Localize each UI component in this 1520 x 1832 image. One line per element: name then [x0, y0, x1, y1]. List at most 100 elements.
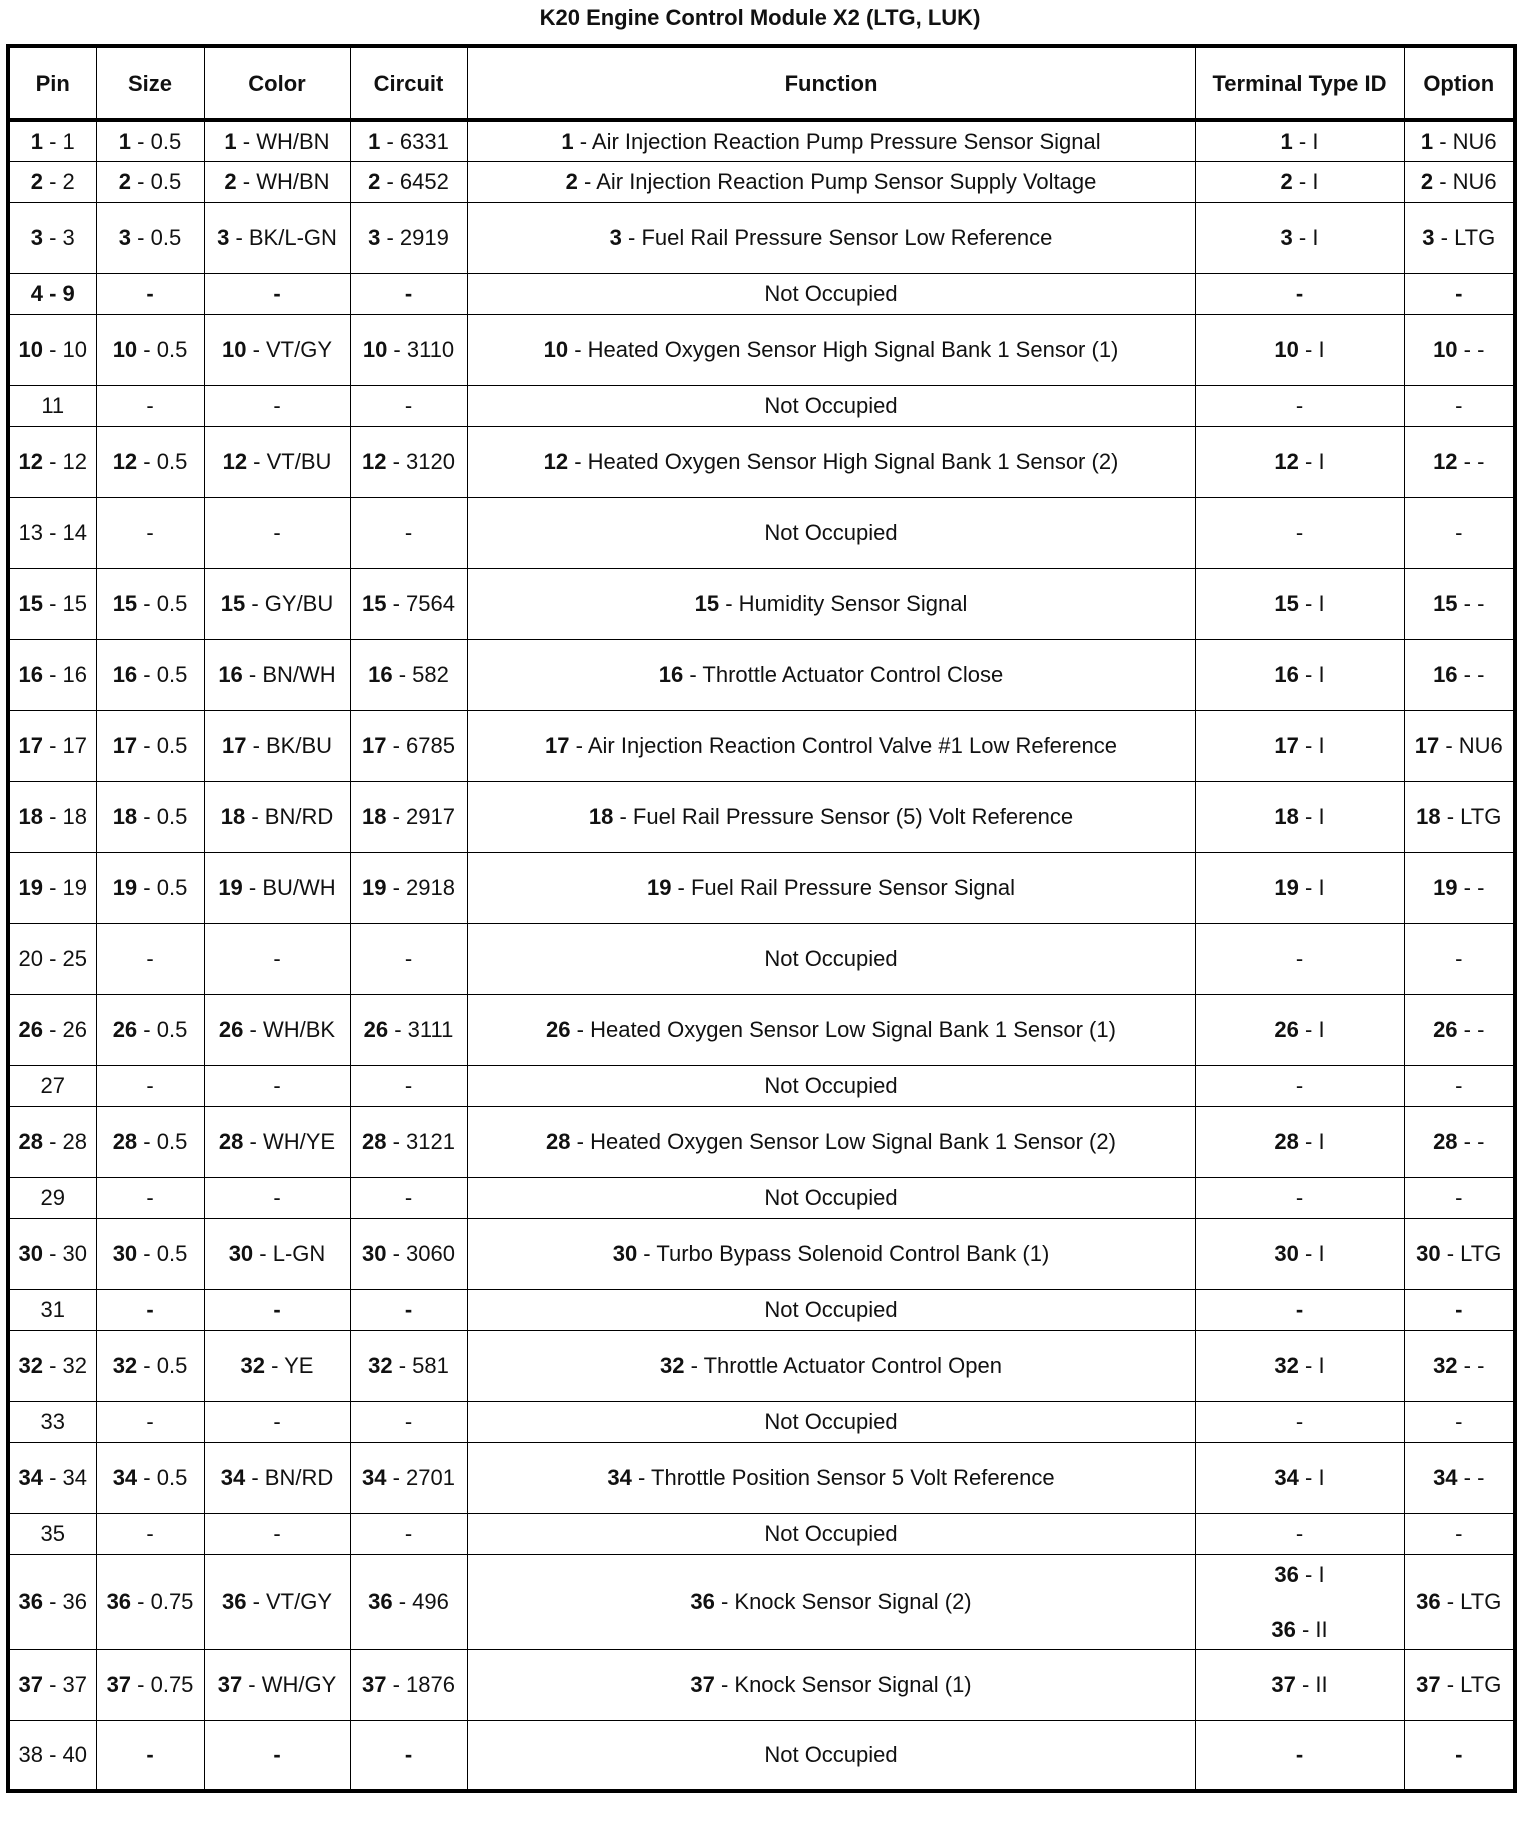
cell-number: 16 [112, 662, 138, 687]
cell-text: - 37 [42, 1672, 87, 1697]
cell-text: - LTG [1440, 1589, 1502, 1614]
cell-text: Not Occupied [764, 1297, 898, 1322]
cell-pin: 37 - 37 [7, 1648, 97, 1721]
cell-number: 28 [362, 1129, 387, 1154]
cell-color: 18 - BN/RD [203, 780, 351, 853]
cell-text: - 6785 [386, 733, 455, 758]
cell-size: 19 - 0.5 [95, 851, 205, 924]
cell-number: 1 [224, 128, 237, 154]
cell-text: 38 - 40 [18, 1742, 88, 1768]
cell-number: 17 [112, 733, 138, 758]
table-row: 30 - 30 30 - 0.5 30 - L-GN 30 - 3060 30 - Tu… [7, 1217, 1516, 1290]
cell-number: 17 [1414, 733, 1440, 758]
cell-number: 37 [1271, 1672, 1296, 1697]
cell-circuit: 15 - 7564 [349, 567, 468, 640]
cell-text: - I [1298, 1353, 1325, 1378]
cell-text: - Throttle Actuator Control Open [684, 1353, 1002, 1378]
cell-text: - NU6 [1439, 733, 1503, 758]
cell-text: - BU/WH [242, 875, 336, 900]
cell-text: - I [1292, 128, 1319, 154]
cell-text: - WH/GY [242, 1672, 337, 1697]
cell-text: - II [1295, 1672, 1328, 1697]
cell-text: - [404, 946, 413, 971]
cell-number: 18 [1416, 804, 1441, 829]
cell-size: 17 - 0.5 [95, 709, 205, 782]
cell-color: - [203, 1719, 351, 1792]
cell-text: - 15 [42, 591, 87, 616]
cell-size: - [95, 496, 205, 569]
cell-text: - I [1298, 1017, 1325, 1042]
table-row: 15 - 15 15 - 0.5 15 - GY/BU 15 - 7564 15 - H… [7, 567, 1516, 640]
cell-circuit: - [349, 1064, 468, 1107]
cell-pin: 36 - 36 [7, 1553, 97, 1650]
cell-terminal-type-id: - [1194, 1288, 1405, 1331]
cell-number: 2 [224, 169, 237, 194]
cell-number: 34 [607, 1465, 632, 1490]
cell-number: 26 [218, 1017, 244, 1042]
cell-text: - I [1298, 804, 1325, 829]
cell-text: - NU6 [1433, 169, 1497, 194]
cell-function: Not Occupied [466, 272, 1196, 315]
cell-terminal-type-id: - [1194, 1176, 1405, 1219]
cell-number: 10 [1433, 337, 1458, 362]
cell-option: - [1403, 922, 1516, 995]
cell-function: Not Occupied [466, 1719, 1196, 1792]
table-row: 34 - 34 34 - 0.5 34 - BN/RD 34 - 2701 34 - T… [7, 1441, 1516, 1514]
cell-text: - WH/YE [243, 1129, 336, 1154]
cell-text: - I [1298, 449, 1325, 474]
cell-text: - - [1457, 1129, 1485, 1154]
cell-text: - BN/WH [242, 662, 336, 687]
cell-pin: 17 - 17 [7, 709, 97, 782]
cell-function: 10 - Heated Oxygen Sensor High Signal Ba… [466, 313, 1196, 386]
cell-text: - 36 [42, 1589, 87, 1614]
cell-text: - - [1457, 875, 1485, 900]
cell-text: Not Occupied [764, 1742, 898, 1768]
cell-number: 19 [218, 875, 243, 900]
cell-text: - BK/L-GN [229, 225, 337, 250]
cell-option: 18 - LTG [1403, 780, 1516, 853]
cell-circuit: - [349, 272, 468, 315]
cell-terminal-type-id: 34 - I [1194, 1441, 1405, 1514]
cell-pin: 33 [7, 1400, 97, 1443]
cell-text: - 16 [42, 662, 87, 687]
table-row: 18 - 18 18 - 0.5 18 - BN/RD 18 - 2917 18 - F… [7, 780, 1516, 853]
cell-text: - Knock Sensor Signal (2) [714, 1589, 972, 1614]
cell-number: 30 [112, 1241, 138, 1266]
cell-number: 28 [18, 1129, 43, 1154]
cell-text: - 26 [42, 1017, 87, 1042]
cell-number: 32 [18, 1353, 43, 1378]
cell-text: - Fuel Rail Pressure Sensor Signal [671, 875, 1016, 900]
cell-number: 19 [1274, 875, 1299, 900]
cell-text: - Air Injection Reaction Pump Sensor Sup… [577, 169, 1097, 194]
cell-function: Not Occupied [466, 384, 1196, 427]
cell-size: 30 - 0.5 [95, 1217, 205, 1290]
table-row: 11 - - - Not Occupied - - [7, 384, 1516, 427]
cell-pin: 13 - 14 [7, 496, 97, 569]
cell-text: - [404, 1185, 413, 1210]
cell-color: - [203, 1512, 351, 1555]
cell-size: 16 - 0.5 [95, 638, 205, 711]
cell-option: - [1403, 384, 1516, 427]
cell-text: - BN/RD [245, 1465, 334, 1490]
cell-circuit: 36 - 496 [349, 1553, 468, 1650]
cell-circuit: 16 - 582 [349, 638, 468, 711]
cell-color: 16 - BN/WH [203, 638, 351, 711]
cell-text: - 6331 [380, 128, 449, 154]
cell-text: - [273, 1521, 281, 1546]
cell-number: 10 [1274, 337, 1299, 362]
cell-terminal-type-id: 3 - I [1194, 201, 1405, 274]
cell-number: 16 [1274, 662, 1299, 687]
cell-text: - VT/GY [246, 1589, 333, 1614]
cell-number: 10 [221, 337, 247, 362]
table-row: 38 - 40 - - - Not Occupied - - [7, 1719, 1516, 1792]
cell-number: 36 [690, 1589, 715, 1614]
cell-text: - BK/BU [246, 733, 333, 758]
cell-terminal-type-id: - [1194, 384, 1405, 427]
cell-text: - [146, 1185, 154, 1210]
cell-function: 36 - Knock Sensor Signal (2) [466, 1553, 1196, 1650]
cell-number: 18 [18, 804, 43, 829]
cell-text: - 30 [42, 1241, 87, 1266]
cell-circuit: - [349, 1512, 468, 1555]
table-row: 37 - 37 37 - 0.75 37 - WH/GY 37 - 1876 37 - … [7, 1648, 1516, 1721]
cell-number: 34 [112, 1465, 138, 1490]
